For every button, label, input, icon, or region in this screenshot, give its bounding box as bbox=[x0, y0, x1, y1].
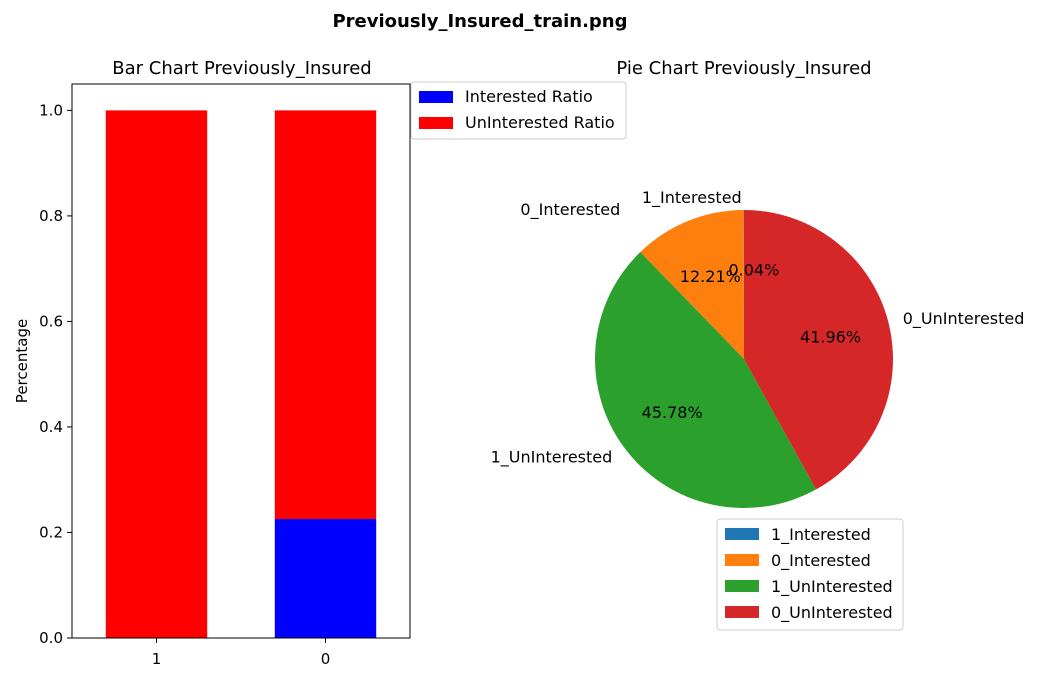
pie-legend-swatch bbox=[725, 606, 759, 618]
bar-chart-frame bbox=[71, 83, 411, 639]
bar-legend: Interested Ratio UnInterested Ratio bbox=[410, 81, 627, 140]
pie-legend-label: 0_UnInterested bbox=[771, 603, 893, 623]
x-tick-label: 0 bbox=[321, 650, 331, 668]
bar-legend-label: Interested Ratio bbox=[465, 87, 593, 106]
pie-legend-swatch bbox=[725, 554, 759, 566]
pie-slice-0-interested bbox=[640, 210, 744, 359]
bar-legend-label: UnInterested Ratio bbox=[465, 113, 615, 132]
pie-slice-0-uninterested bbox=[744, 210, 893, 490]
bar-y-axis: 0.0 0.2 0.4 0.6 0.8 1.0 bbox=[39, 101, 72, 647]
bar-y-axis-label: Percentage bbox=[13, 319, 31, 403]
bar-uninterested-1 bbox=[105, 110, 208, 638]
pie-pct-label-1-interested: 0.04% bbox=[728, 261, 779, 280]
pie-chart: Pie Chart Previously_Insured 0.04% 1_Inte… bbox=[491, 58, 1025, 631]
bar-legend-swatch bbox=[419, 117, 453, 129]
bar-chart-title: Bar Chart Previously_Insured bbox=[112, 58, 371, 79]
x-tick-label: 1 bbox=[152, 650, 162, 668]
pie-legend: 1_Interested 0_Interested 1_UnInterested 0_… bbox=[716, 518, 904, 631]
pie-legend-box bbox=[716, 518, 904, 631]
pie-legend-label: 1_UnInterested bbox=[771, 577, 893, 597]
pie-label-1-interested: 1_Interested bbox=[642, 188, 742, 208]
pie-pct-label-0-interested: 12.21% bbox=[680, 267, 741, 286]
pie-legend-label: 1_Interested bbox=[771, 525, 871, 545]
figure-title: Previously_Insured_train.png bbox=[332, 11, 627, 32]
pie-slice-1-uninterested bbox=[595, 252, 817, 508]
bar-chart: Bar Chart Previously_Insured 0.00.20.40.… bbox=[13, 58, 627, 668]
y-tick-label: 0.4 bbox=[39, 418, 63, 436]
pie-legend-swatch bbox=[725, 528, 759, 540]
pie-legend-label: 0_Interested bbox=[771, 551, 871, 571]
pie-pct-label-0-uninterested: 41.96% bbox=[800, 328, 861, 347]
bar-marks bbox=[105, 110, 377, 638]
bar-legend-box bbox=[410, 81, 627, 140]
bar-legend-swatch bbox=[419, 91, 453, 103]
pie-labels: 0.04% 1_Interested 12.21% 0_Interested 45.78… bbox=[491, 188, 1025, 467]
y-tick-label: 1.0 bbox=[39, 101, 63, 119]
y-tick-label: 0.6 bbox=[39, 312, 63, 330]
pie-label-1-uninterested: 1_UnInterested bbox=[491, 448, 613, 468]
pie-pct-label-1-uninterested: 45.78% bbox=[642, 403, 703, 422]
pie-chart-title: Pie Chart Previously_Insured bbox=[616, 58, 871, 79]
pie-label-0-interested: 0_Interested bbox=[520, 200, 620, 220]
y-tick-label: 0.2 bbox=[39, 523, 63, 541]
bar-uninterested-0 bbox=[274, 110, 377, 520]
pie-label-0-uninterested: 0_UnInterested bbox=[903, 309, 1025, 329]
y-tick-label: 0.8 bbox=[39, 207, 63, 225]
pie-legend-swatch bbox=[725, 580, 759, 592]
bar-interested-0 bbox=[274, 519, 377, 638]
y-tick-label: 0.0 bbox=[39, 629, 63, 647]
pie-slices bbox=[595, 210, 893, 508]
